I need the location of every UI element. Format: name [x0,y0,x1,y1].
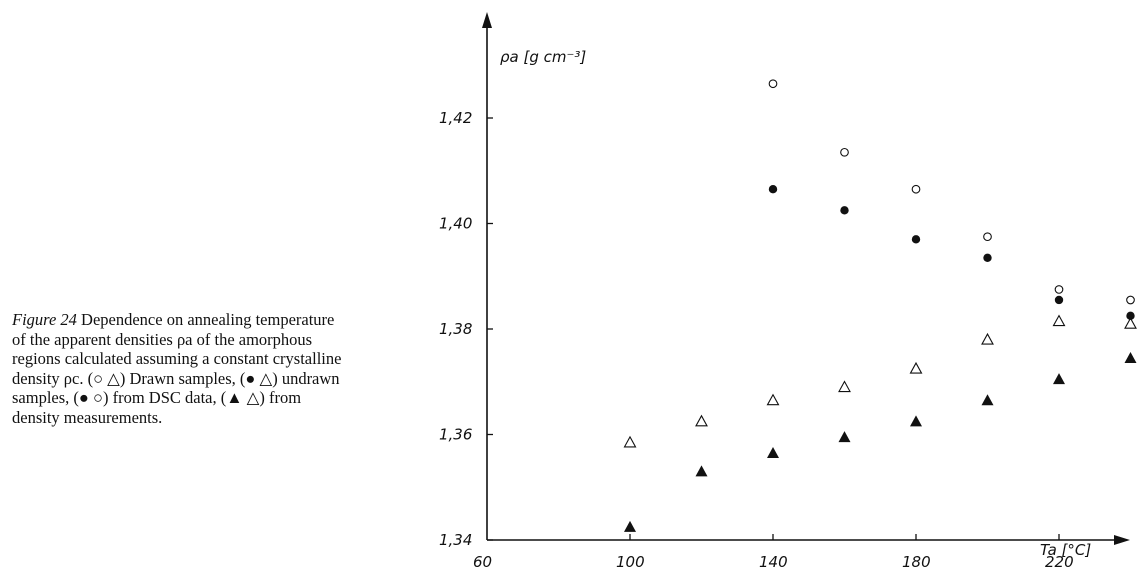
x-tick-label: 140 [759,553,788,571]
x-tick-label: 100 [616,553,645,571]
y-tick-label: 1,40 [439,215,472,233]
data-point-filled-triangle [910,415,922,427]
x-axis-title: Ta [°C] [1040,541,1091,559]
y-tick-label: 1,42 [439,109,472,127]
data-point-open-triangle [909,361,923,374]
figure-caption: Figure 24 Dependence on annealing temper… [12,310,342,427]
data-point-filled-circle [911,235,921,244]
data-point-filled-circle [840,206,849,215]
data-point-open-circle [840,147,849,157]
x-axis-arrow [1114,535,1130,545]
data-point-open-triangle [623,435,637,448]
series-filled-circle [768,185,1135,321]
data-point-open-triangle [1052,314,1066,327]
y-tick-label: 1,34 [439,531,472,549]
data-point-filled-triangle [981,394,994,406]
data-point-open-triangle [766,393,780,406]
data-point-filled-circle [1054,295,1064,305]
data-point-open-triangle [1124,317,1137,329]
y-tick-label: 1,36 [439,426,472,444]
data-point-filled-triangle [1124,352,1137,364]
data-point-filled-triangle [624,520,636,532]
data-point-open-triangle [695,414,708,427]
y-axis-arrow [482,12,492,28]
y-axis-title: ρa [g cm⁻³] [500,48,586,66]
data-point-filled-triangle [767,446,779,458]
data-point-open-circle [911,184,921,194]
data-points [623,79,1137,532]
data-point-filled-triangle [838,431,851,443]
series-open-circle [768,79,1135,305]
data-point-filled-circle [1126,311,1135,321]
tick-marks: 601001401802202601,341,361,381,401,42 [439,109,1074,571]
series-open-triangle [623,314,1137,448]
data-point-filled-circle [983,253,992,262]
y-tick-label: 1,38 [439,320,472,338]
caption-text: Dependence on annealing temperature of t… [12,310,342,427]
data-point-open-triangle [981,332,994,345]
series-filled-triangle [624,352,1137,532]
x-tick-label: 220 [1045,553,1074,571]
data-point-filled-triangle [695,465,708,477]
figure-label: Figure 24 [12,310,77,329]
data-point-filled-circle [768,185,778,194]
axes [482,12,1130,545]
data-point-open-triangle [838,380,851,393]
x-tick-label: 180 [902,553,931,571]
data-point-filled-triangle [1053,373,1065,385]
x-tick-label: 60 [473,553,492,571]
data-point-open-circle [983,232,992,242]
data-point-open-circle [1126,295,1135,305]
data-point-open-circle [768,79,778,89]
data-point-open-circle [1054,285,1064,294]
